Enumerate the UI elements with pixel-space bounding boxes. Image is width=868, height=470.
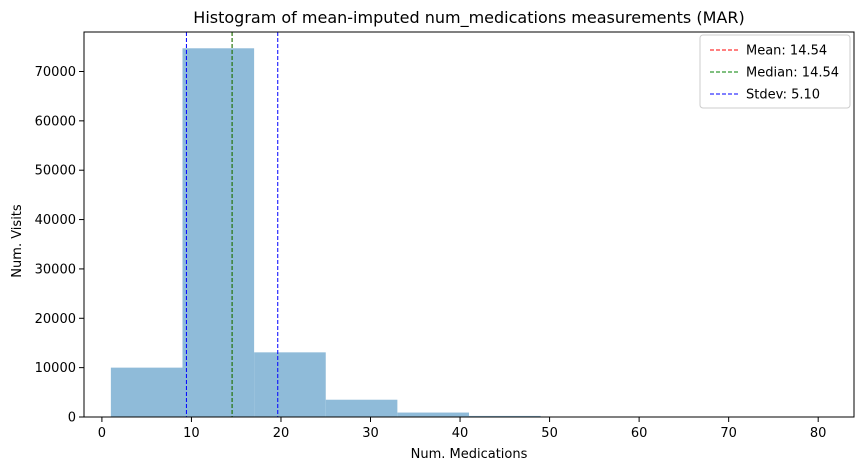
y-axis-label: Num. Visits <box>10 204 25 278</box>
x-tick-label: 20 <box>273 426 290 441</box>
bars-layer <box>110 48 828 418</box>
y-tick-label: 20000 <box>35 312 76 327</box>
x-tick-label: 30 <box>362 426 379 441</box>
histogram-bar-0 <box>110 367 183 417</box>
axes-layer: 0 10 20 30 40 50 60 70 80 0 10000 20000 30000 40000 50… <box>35 31 855 441</box>
histogram-bar-3 <box>325 399 398 417</box>
y-tick-label: 10000 <box>35 361 76 376</box>
x-tick-label: 40 <box>452 426 469 441</box>
legend-box <box>699 34 851 109</box>
x-axis-label: Num. Medications <box>411 447 528 462</box>
y-tick-label: 40000 <box>35 213 76 228</box>
legend: Mean: 14.54 Median: 14.54 Stdev: 5.10 <box>699 34 851 109</box>
legend-label-1: Median: 14.54 <box>746 66 839 81</box>
y-tick-label: 50000 <box>35 164 76 179</box>
y-tick-label: 0 <box>68 411 76 426</box>
x-tick-label: 80 <box>810 426 827 441</box>
y-tick-label: 30000 <box>35 262 76 277</box>
x-tick-label: 70 <box>720 426 737 441</box>
legend-items: Mean: 14.54 Median: 14.54 Stdev: 5.10 <box>710 44 839 103</box>
histogram-bar-4 <box>397 412 469 417</box>
histogram-bar-2 <box>254 352 326 417</box>
y-tick-label: 60000 <box>35 114 76 129</box>
reference-lines-layer <box>185 32 279 417</box>
x-tick-label: 50 <box>541 426 558 441</box>
legend-label-0: Mean: 14.54 <box>746 44 827 59</box>
plot-frame <box>83 31 855 418</box>
y-tick-label: 70000 <box>35 65 76 80</box>
x-tick-label: 0 <box>98 426 106 441</box>
histogram-bar-1 <box>182 48 255 418</box>
chart-title: Histogram of mean-imputed num_medication… <box>193 8 744 28</box>
histogram-bar-5 <box>469 415 541 417</box>
x-tick-label: 10 <box>183 426 200 441</box>
x-tick-label: 60 <box>631 426 648 441</box>
legend-label-2: Stdev: 5.10 <box>746 88 820 103</box>
